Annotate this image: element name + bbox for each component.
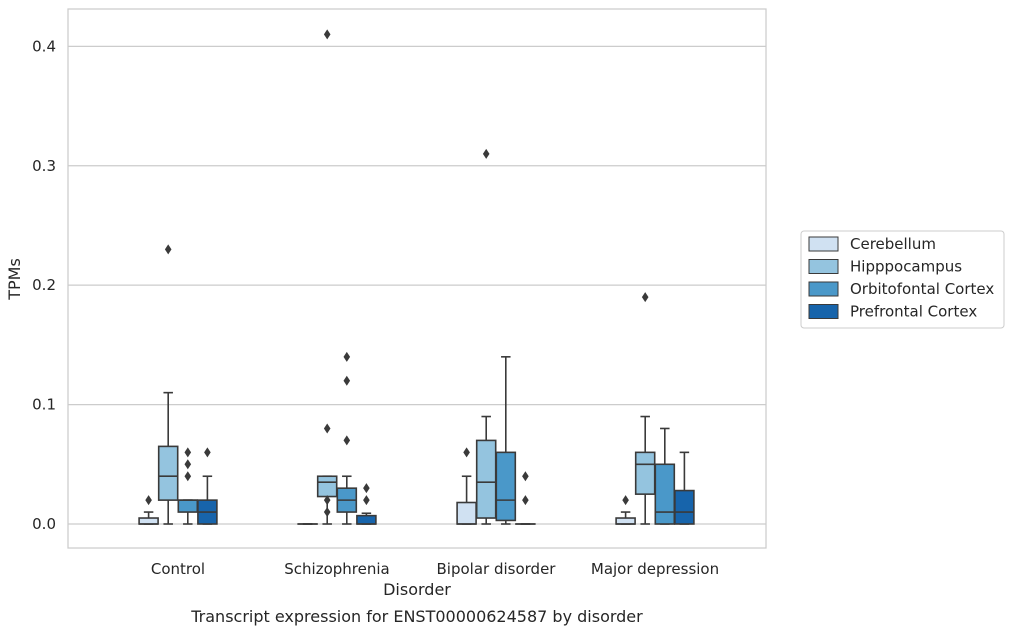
legend-swatch — [808, 304, 839, 319]
box-3-3 — [674, 451, 695, 525]
y-tick-label: 0.0 — [32, 515, 56, 533]
box-iqr — [475, 439, 497, 519]
box-2-3 — [515, 471, 536, 525]
box-2-2 — [495, 356, 517, 525]
box-iqr — [177, 499, 199, 513]
box-0-2 — [177, 447, 199, 525]
x-tick-label: Bipolar disorder — [437, 560, 557, 578]
outlier-point — [622, 495, 629, 506]
box-groups — [138, 29, 695, 525]
outlier-point — [522, 471, 529, 482]
outlier-point — [482, 148, 490, 159]
y-tick-label: 0.1 — [32, 396, 56, 414]
legend-swatch — [808, 281, 839, 297]
outlier-point — [463, 447, 470, 458]
x-tick-label: Schizophrenia — [284, 560, 389, 578]
x-tick-label: Major depression — [591, 560, 719, 578]
outlier-point — [363, 483, 370, 494]
box-3-0 — [615, 495, 636, 525]
box-iqr — [674, 489, 695, 525]
y-axis-label: TPMs — [5, 258, 24, 301]
outlier-point — [184, 459, 192, 470]
box-iqr — [157, 445, 179, 501]
plot-frame — [67, 8, 767, 549]
box-iqr — [615, 517, 636, 525]
chart-caption: Transcript expression for ENST0000062458… — [190, 607, 643, 626]
outlier-point — [323, 495, 331, 506]
x-tick-labels: Control Schizophrenia Bipolar disorder Majo… — [151, 560, 719, 578]
legend-label: Cerebellum — [850, 235, 936, 253]
box-iqr — [456, 501, 477, 525]
box-iqr — [356, 514, 377, 525]
outlier-point — [184, 447, 192, 458]
box-iqr — [316, 475, 338, 498]
y-tick-labels: 0.0 0.1 0.2 0.3 0.4 — [32, 37, 56, 533]
legend-label: Prefrontal Cortex — [850, 303, 977, 321]
box-iqr — [634, 451, 656, 495]
y-tick-label: 0.2 — [32, 276, 56, 294]
outlier-point — [343, 435, 351, 446]
y-tick-label: 0.4 — [32, 37, 56, 55]
outlier-point — [323, 29, 331, 40]
box-0-3 — [197, 447, 218, 525]
legend-swatch — [808, 236, 839, 252]
outlier-point — [323, 507, 331, 518]
outlier-point — [204, 447, 211, 458]
legend: Cerebellum Hipppocampus Orbitofontal Corte… — [800, 230, 1005, 329]
outlier-point — [641, 292, 649, 303]
box-iqr — [138, 517, 159, 525]
outlier-point — [145, 495, 152, 506]
outlier-point — [323, 423, 331, 434]
outlier-point — [184, 471, 192, 482]
box-0-1 — [157, 244, 179, 525]
x-tick-label: Control — [151, 560, 205, 578]
y-tick-label: 0.3 — [32, 157, 56, 175]
legend-frame — [800, 230, 1005, 329]
outlier-point — [363, 495, 370, 506]
box-1-3 — [356, 483, 377, 525]
legend-label: Orbitofontal Cortex — [850, 280, 994, 298]
box-iqr — [654, 463, 676, 525]
outlier-point — [343, 351, 351, 362]
legend-label: Hipppocampus — [850, 258, 962, 276]
box-1-1 — [316, 29, 338, 525]
x-axis-label: Disorder — [383, 580, 451, 599]
box-1-2 — [336, 351, 358, 525]
outlier-point — [343, 375, 351, 386]
box-0-0 — [138, 495, 159, 525]
outlier-point — [164, 244, 172, 255]
legend-swatch — [808, 259, 839, 274]
box-iqr — [495, 451, 517, 522]
outlier-point — [522, 495, 529, 506]
